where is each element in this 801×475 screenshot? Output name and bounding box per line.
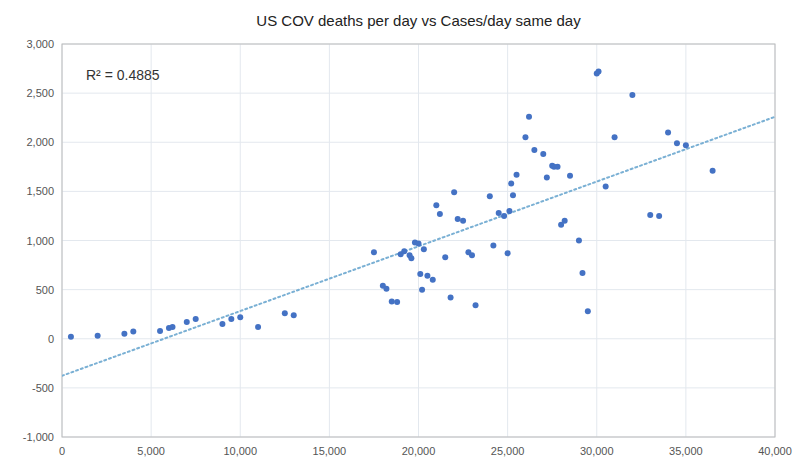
point bbox=[291, 312, 297, 318]
axes: 0 5,000 10,000 15,000 20,000 25,000 30,000 35,0… bbox=[23, 38, 792, 457]
point bbox=[130, 328, 136, 334]
grid-line bbox=[62, 142, 775, 143]
point bbox=[490, 242, 496, 248]
point bbox=[460, 218, 466, 224]
y-tick-label: -1,000 bbox=[23, 431, 54, 443]
point bbox=[596, 69, 602, 75]
point bbox=[184, 319, 190, 325]
y-tick-label: 1,000 bbox=[26, 235, 54, 247]
grid-line bbox=[62, 93, 775, 94]
point bbox=[95, 333, 101, 339]
plot-area bbox=[62, 69, 775, 376]
point bbox=[656, 213, 662, 219]
point bbox=[417, 271, 423, 277]
point bbox=[371, 249, 377, 255]
point bbox=[383, 286, 389, 292]
x-tick-label: 40,000 bbox=[758, 445, 792, 457]
point bbox=[544, 175, 550, 181]
point bbox=[531, 147, 537, 153]
trendline bbox=[62, 117, 775, 376]
point bbox=[526, 114, 532, 120]
point bbox=[408, 255, 414, 261]
point bbox=[157, 328, 163, 334]
plot-frame bbox=[62, 44, 775, 437]
x-tick-label: 0 bbox=[59, 445, 65, 457]
point bbox=[255, 324, 261, 330]
point bbox=[510, 192, 516, 198]
point bbox=[505, 250, 511, 256]
x-tick-label: 5,000 bbox=[137, 445, 165, 457]
point bbox=[469, 252, 475, 258]
point bbox=[193, 316, 199, 322]
point bbox=[629, 92, 635, 98]
point bbox=[219, 321, 225, 327]
point bbox=[416, 240, 422, 246]
point bbox=[540, 151, 546, 157]
y-tick-label: 3,000 bbox=[26, 38, 54, 50]
point bbox=[455, 216, 461, 222]
x-tick-label: 20,000 bbox=[402, 445, 436, 457]
y-tick-label: -500 bbox=[32, 382, 54, 394]
grid-line bbox=[62, 387, 775, 388]
point bbox=[437, 211, 443, 217]
x-tick-label: 25,000 bbox=[491, 445, 525, 457]
point bbox=[487, 193, 493, 199]
point bbox=[389, 298, 395, 304]
x-tick-label: 10,000 bbox=[223, 445, 257, 457]
point bbox=[228, 316, 234, 322]
y-tick-label: 1,500 bbox=[26, 185, 54, 197]
point bbox=[451, 189, 457, 195]
grid-line bbox=[62, 289, 775, 290]
point bbox=[647, 212, 653, 218]
point bbox=[508, 181, 514, 187]
grid bbox=[62, 44, 775, 437]
point bbox=[585, 308, 591, 314]
point bbox=[424, 273, 430, 279]
point bbox=[282, 310, 288, 316]
point bbox=[121, 331, 127, 337]
x-tick-label: 30,000 bbox=[580, 445, 614, 457]
point bbox=[576, 238, 582, 244]
point bbox=[674, 140, 680, 146]
y-tick-label: 2,500 bbox=[26, 87, 54, 99]
point bbox=[496, 210, 502, 216]
annotation: R² = 0.4885 bbox=[86, 67, 160, 83]
point bbox=[501, 213, 507, 219]
point bbox=[603, 183, 609, 189]
point bbox=[683, 142, 689, 148]
point bbox=[430, 277, 436, 283]
point bbox=[710, 168, 716, 174]
title: US COV deaths per day vs Cases/day same … bbox=[256, 12, 581, 29]
point bbox=[237, 314, 243, 320]
point bbox=[506, 208, 512, 214]
point bbox=[401, 248, 407, 254]
point bbox=[448, 294, 454, 300]
point bbox=[394, 299, 400, 305]
x-tick-label: 15,000 bbox=[313, 445, 347, 457]
point bbox=[514, 172, 520, 178]
point bbox=[612, 134, 618, 140]
point bbox=[522, 134, 528, 140]
point bbox=[442, 254, 448, 260]
point bbox=[562, 218, 568, 224]
point bbox=[665, 129, 671, 135]
y-tick-label: 0 bbox=[48, 333, 54, 345]
point bbox=[419, 287, 425, 293]
y-tick-label: 500 bbox=[36, 284, 54, 296]
point bbox=[170, 324, 176, 330]
point bbox=[473, 302, 479, 308]
point bbox=[555, 164, 561, 170]
chart: US COV deaths per day vs Cases/day same … bbox=[0, 0, 801, 475]
point bbox=[433, 202, 439, 208]
x-tick-label: 35,000 bbox=[669, 445, 703, 457]
point bbox=[421, 246, 427, 252]
grid-line bbox=[62, 338, 775, 339]
point bbox=[567, 173, 573, 179]
point bbox=[68, 334, 74, 340]
grid-line bbox=[62, 191, 775, 192]
point bbox=[579, 270, 585, 276]
y-tick-label: 2,000 bbox=[26, 136, 54, 148]
